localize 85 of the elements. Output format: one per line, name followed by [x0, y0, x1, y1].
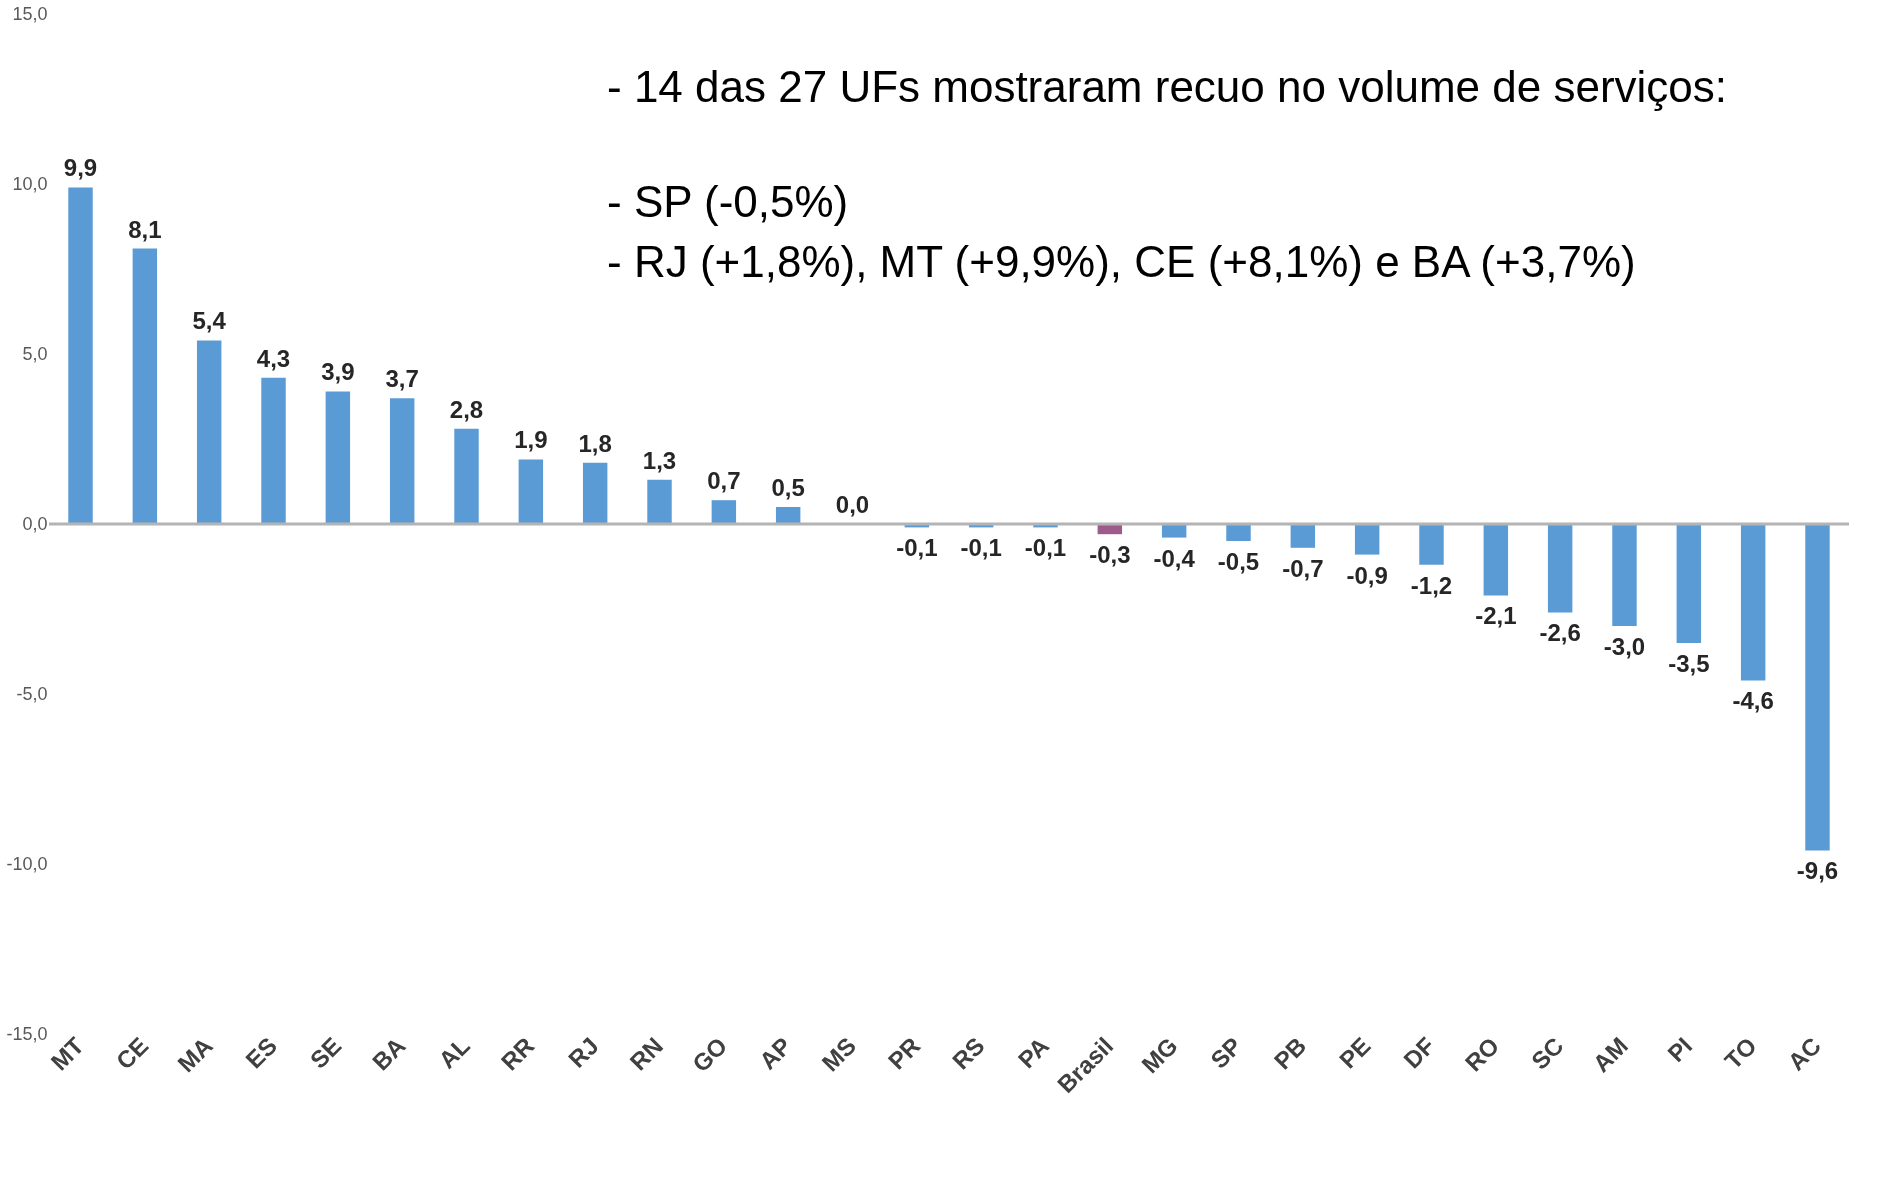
data-label: -0,1	[960, 534, 1002, 562]
bar	[132, 248, 158, 524]
bar	[196, 340, 222, 524]
x-tick-label: GO	[686, 1031, 733, 1078]
x-tick-label: RO	[1459, 1031, 1505, 1077]
data-label: -0,3	[1089, 541, 1131, 569]
bar	[261, 377, 286, 524]
bar	[68, 187, 93, 524]
bar	[1676, 524, 1702, 643]
y-tick-label: -10,0	[6, 853, 48, 874]
data-label: 0,7	[707, 467, 741, 495]
bar	[711, 500, 737, 524]
bar	[647, 479, 672, 524]
y-tick-label: 15,0	[12, 3, 48, 24]
data-label: -0,5	[1217, 548, 1260, 575]
data-label: -3,0	[1603, 633, 1646, 660]
data-label: -2,1	[1475, 602, 1517, 630]
x-tick-label: MS	[816, 1031, 861, 1077]
data-label: 5,4	[192, 307, 227, 335]
data-label: -1,2	[1410, 571, 1453, 599]
x-tick-label: SP	[1205, 1031, 1247, 1074]
bar	[518, 459, 544, 524]
x-tick-label: MG	[1136, 1031, 1183, 1079]
y-tick-label: 0,0	[22, 513, 48, 534]
data-label: 9,9	[63, 154, 98, 182]
x-tick-label: PA	[1012, 1031, 1054, 1074]
data-label: -0,9	[1346, 561, 1388, 589]
bar	[582, 462, 608, 524]
data-label: -0,1	[896, 534, 938, 562]
data-label: -2,6	[1539, 619, 1581, 647]
data-label: 0,5	[771, 474, 805, 501]
x-tick-label: AL	[433, 1031, 475, 1074]
bar	[1547, 524, 1573, 613]
x-tick-label: ES	[240, 1031, 282, 1074]
bar	[1419, 524, 1444, 565]
data-label: 0,0	[835, 491, 870, 518]
bar	[389, 398, 415, 524]
data-label: 3,9	[321, 358, 355, 386]
x-tick-label: RN	[624, 1031, 668, 1076]
annotation: - SP (-0,5%)	[607, 177, 849, 226]
data-label: 1,8	[578, 429, 612, 457]
bar	[1805, 524, 1830, 851]
x-tick-label: AP	[753, 1031, 797, 1075]
x-tick-label: AC	[1782, 1031, 1826, 1076]
bar	[1354, 524, 1380, 555]
x-tick-label: DF	[1398, 1031, 1440, 1074]
x-tick-label: SC	[1525, 1031, 1569, 1075]
bar	[775, 507, 801, 524]
x-tick-label: TO	[1719, 1031, 1762, 1075]
x-tick-label: MA	[172, 1031, 218, 1078]
y-tick-label: 5,0	[22, 343, 48, 364]
data-label: -9,6	[1796, 857, 1839, 885]
annotation: - 14 das 27 UFs mostraram recuo no volume de serviços:	[607, 62, 1728, 111]
data-label: -0,7	[1282, 554, 1324, 582]
data-label: -3,5	[1668, 650, 1710, 677]
x-tick-label: RR	[495, 1031, 540, 1076]
x-tick-label: RS	[946, 1031, 990, 1075]
x-tick-label: PR	[882, 1031, 926, 1075]
y-tick-label: -15,0	[6, 1023, 48, 1044]
bar	[1740, 524, 1766, 681]
data-label: -4,6	[1732, 687, 1774, 715]
y-tick-label: -5,0	[16, 683, 48, 704]
bar	[454, 428, 479, 524]
x-tick-label: RJ	[562, 1031, 604, 1073]
bar	[1290, 524, 1316, 548]
data-label: 1,9	[514, 426, 548, 454]
x-tick-label: PB	[1268, 1031, 1312, 1075]
data-label: 8,1	[128, 215, 162, 243]
data-label: 2,8	[449, 395, 484, 423]
bar	[325, 391, 351, 524]
x-tick-label: PI	[1662, 1031, 1698, 1068]
y-tick-label: 10,0	[12, 173, 48, 194]
data-label: 3,7	[385, 365, 419, 393]
data-label: -0,4	[1153, 544, 1196, 572]
annotation: - RJ (+1,8%), MT (+9,9%), CE (+8,1%) e BA (+3,7%)	[607, 237, 1636, 286]
x-tick-label: CE	[110, 1031, 154, 1075]
bar	[1612, 524, 1637, 626]
data-label: 4,3	[256, 344, 291, 372]
x-tick-label: PE	[1333, 1031, 1376, 1074]
x-tick-label: SE	[304, 1031, 347, 1074]
data-label: -0,1	[1024, 534, 1067, 562]
bar	[1483, 524, 1509, 596]
x-tick-label: AM	[1587, 1031, 1633, 1078]
x-tick-label: BA	[367, 1031, 411, 1076]
data-label: 1,3	[642, 446, 677, 474]
